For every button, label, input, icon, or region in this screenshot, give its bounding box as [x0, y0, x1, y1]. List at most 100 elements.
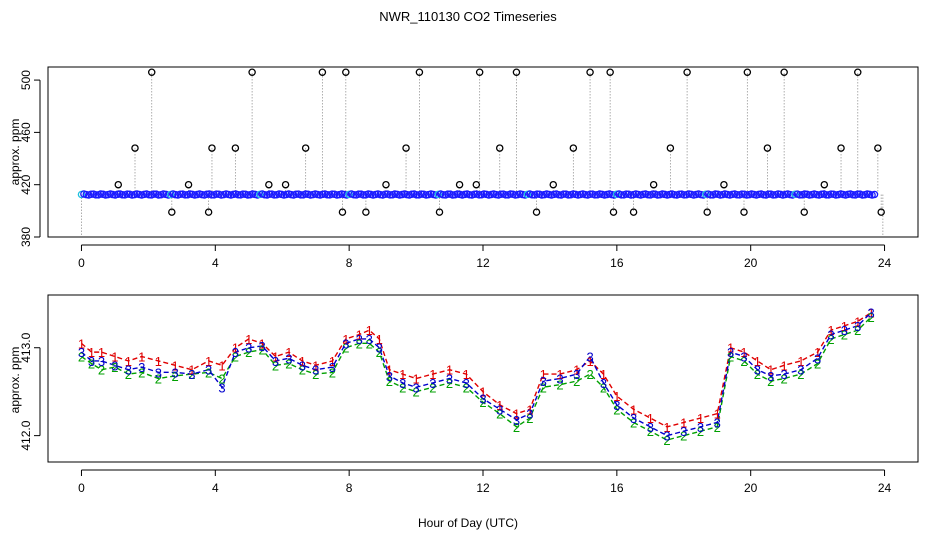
series-2-marker: 2 [342, 341, 349, 356]
series-1-marker: 1 [854, 314, 861, 329]
series-2-marker: 2 [111, 360, 118, 375]
series-3-marker: 3 [111, 358, 118, 373]
raw-sample-point [234, 191, 242, 199]
series-1-marker: 1 [312, 358, 319, 373]
raw-sample-point [118, 191, 127, 199]
outlier-point [204, 208, 213, 216]
series-1-marker: 1 [376, 332, 383, 347]
outlier-point [854, 68, 862, 76]
series-2-marker: 2 [630, 415, 637, 430]
raw-sample-point [528, 191, 536, 199]
raw-sample-point [470, 190, 479, 198]
raw-sample-point [176, 190, 185, 198]
series-2-marker: 2 [463, 380, 470, 395]
series-2-marker: 2 [356, 336, 363, 351]
outlier-point [435, 208, 444, 216]
raw-sample-point [417, 190, 426, 198]
series-2-marker: 2 [526, 411, 533, 426]
raw-sample-point [444, 190, 452, 198]
bottom-y-axis-label: approx. ppm [8, 347, 22, 414]
series-3-marker: 3 [463, 376, 470, 391]
series-1-marker: 1 [399, 367, 406, 382]
raw-sample-point [87, 190, 95, 198]
top-y-tick-label: 380 [19, 227, 33, 247]
outlier-point [281, 180, 290, 189]
raw-sample-point [239, 190, 247, 198]
bottom-x-tick-label: 0 [78, 481, 85, 495]
raw-sample-point [559, 190, 568, 198]
series-2-line [81, 316, 872, 441]
series-2-marker: 2 [386, 374, 393, 389]
series-2-marker: 2 [312, 367, 319, 382]
raw-sample-point [738, 190, 746, 198]
series-2-marker: 2 [754, 367, 761, 382]
top-y-tick-label: 500 [19, 70, 33, 90]
series-3-marker: 3 [272, 354, 279, 369]
series-2-marker: 2 [767, 374, 774, 389]
raw-sample-point [123, 190, 132, 198]
series-2-marker: 2 [172, 369, 179, 384]
outlier-point [740, 208, 748, 216]
outlier-point [455, 180, 464, 189]
series-3-marker: 3 [245, 341, 252, 356]
series-1-marker: 1 [232, 341, 239, 356]
series-3-marker: 3 [781, 367, 788, 382]
series-3-marker: 3 [854, 319, 861, 334]
top-scatter-panel: 0 4 8 12 16 20 24 380 420 460 500 approx. ppm [8, 66, 919, 270]
series-3-marker: 3 [356, 332, 363, 347]
series-3-marker: 3 [797, 363, 804, 378]
outlier-point [131, 144, 139, 152]
series-3-marker: 3 [841, 323, 848, 338]
series-3-marker: 3 [556, 372, 563, 387]
raw-sample-point [501, 191, 510, 199]
series-2-marker: 2 [714, 420, 721, 435]
series-2-marker: 2 [479, 395, 486, 410]
series-1-marker: 1 [299, 354, 306, 369]
series-2-marker: 2 [329, 365, 336, 380]
series-3-marker: 3 [827, 328, 834, 343]
outlier-point [549, 180, 558, 189]
series-2-marker: 2 [841, 328, 848, 343]
series-2-marker: 2 [299, 363, 306, 378]
bottom-x-axis: 0 4 8 12 16 20 24 [78, 469, 892, 495]
series-1-marker: 1 [540, 367, 547, 382]
outlier-point [820, 180, 829, 189]
series-1-marker: 1 [814, 345, 821, 360]
series-2-marker: 2 [188, 367, 195, 382]
series-1-marker: 1 [767, 363, 774, 378]
series-1-marker: 1 [586, 354, 593, 369]
series-1-marker: 1 [727, 341, 734, 356]
top-y-axis-label: approx. ppm [8, 119, 22, 186]
raw-sample-point [359, 191, 368, 199]
series-2-marker: 2 [727, 350, 734, 365]
series-3-marker: 3 [155, 365, 162, 380]
series-2-marker: 2 [138, 365, 145, 380]
series-2-marker: 2 [586, 367, 593, 382]
series-2-marker: 2 [205, 365, 212, 380]
top-x-tick-label: 0 [78, 256, 85, 270]
raw-sample-point [554, 190, 563, 199]
series-1-marker: 1 [740, 345, 747, 360]
series-3-marker: 3 [205, 363, 212, 378]
series-3-marker: 3 [727, 345, 734, 360]
outlier-point [629, 208, 638, 216]
series-2-marker: 2 [697, 424, 704, 439]
series-2-marker: 2 [125, 367, 132, 382]
top-data-points [77, 68, 885, 216]
series-1-marker: 1 [412, 372, 419, 387]
series-2-marker: 2 [540, 380, 547, 395]
series-1-marker: 1 [98, 345, 105, 360]
raw-sample-point [622, 190, 630, 198]
raw-sample-point [764, 190, 773, 198]
series-2-marker: 2 [446, 376, 453, 391]
outlier-point [763, 144, 772, 152]
outlier-point [184, 180, 193, 189]
outlier-point [415, 68, 424, 76]
series-1-marker: 1 [188, 363, 195, 378]
bottom-x-tick-label: 8 [346, 481, 353, 495]
series-1-marker: 1 [285, 345, 292, 360]
raw-sample-point [769, 191, 778, 199]
top-y-tick-label: 420 [19, 174, 33, 194]
series-1-marker: 1 [600, 367, 607, 382]
